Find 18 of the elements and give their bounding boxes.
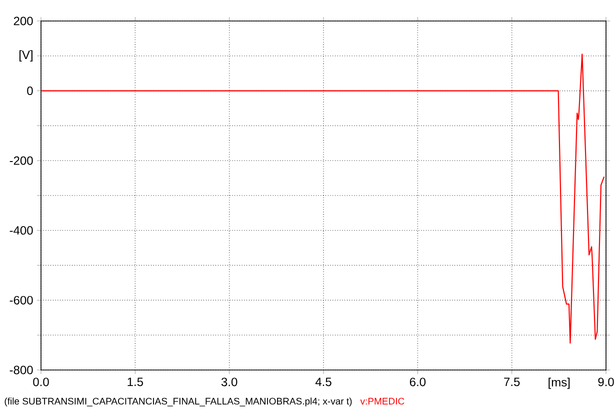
x-tick-label: 9.0 bbox=[598, 378, 614, 386]
x-axis-title: [ms] bbox=[548, 378, 570, 389]
x-tick-label: 3.0 bbox=[221, 378, 238, 386]
x-tick-label: 7.5 bbox=[504, 378, 520, 386]
y-axis-title: [V] bbox=[19, 50, 32, 62]
x-tick-label: 4.5 bbox=[315, 378, 332, 386]
text: (file SUBTRANSIMI_CAPACITANCIAS_FINAL_FALLAS_MANIOBRAS.pl4; x-var t) bbox=[4, 398, 352, 406]
y-tick-label: -200 bbox=[10, 156, 33, 165]
x-tick-label: 0.0 bbox=[33, 378, 49, 386]
y-tick-label: -600 bbox=[10, 296, 33, 304]
line-series bbox=[40, 54, 605, 344]
y-tick-label: -400 bbox=[10, 226, 33, 235]
y-tick-label: 0 bbox=[27, 86, 33, 96]
x-tick-label: 1.5 bbox=[128, 378, 144, 386]
text: v:PMEDIC bbox=[360, 398, 404, 405]
y-tick-label: -800 bbox=[10, 366, 33, 374]
x-tick-label: 6.0 bbox=[410, 378, 426, 386]
y-tick-label: 200 bbox=[14, 16, 33, 26]
